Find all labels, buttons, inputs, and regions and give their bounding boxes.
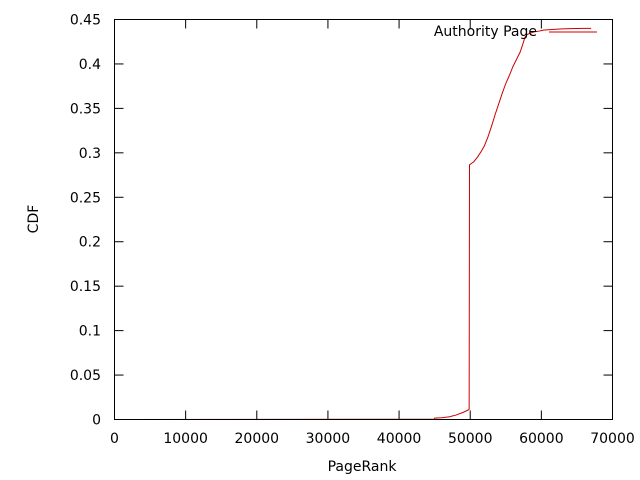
x-tick-labels: 0 10000 20000 30000 40000 50000 60000 70000: [110, 431, 635, 447]
y-tick-label: 0.1: [79, 324, 101, 340]
legend: Authority Page: [434, 24, 597, 40]
series-layer: [114, 27, 592, 420]
plot-frame: [114, 19, 613, 420]
x-tick-label: 50000: [448, 431, 493, 447]
legend-label: Authority Page: [434, 24, 537, 40]
y-tick-label: 0.4: [79, 57, 101, 73]
series-line-authority-page: [114, 27, 592, 420]
y-tick-label: 0.25: [70, 190, 101, 206]
y-axis-label: CDF: [26, 205, 42, 234]
x-tick-label: 40000: [377, 431, 422, 447]
x-tick-label: 70000: [590, 431, 635, 447]
y-tick-label: 0.05: [70, 368, 101, 384]
x-tick-label: 0: [110, 431, 119, 447]
y-tick-label: 0.2: [79, 235, 101, 251]
y-tick-label: 0.35: [70, 101, 101, 117]
x-tick-label: 60000: [519, 431, 564, 447]
x-tick-label: 20000: [235, 431, 280, 447]
x-tick-label: 10000: [163, 431, 208, 447]
y-tick-label: 0.45: [70, 13, 101, 29]
y-tick-labels: 0 0.05 0.1 0.15 0.2 0.25 0.3 0.35 0.4 0.45: [70, 13, 101, 429]
tick-marks: [114, 19, 613, 420]
y-tick-label: 0.3: [79, 146, 101, 162]
y-tick-label: 0: [92, 413, 101, 429]
x-axis-label: PageRank: [328, 459, 398, 475]
y-tick-label: 0.15: [70, 279, 101, 295]
x-tick-label: 30000: [306, 431, 351, 447]
